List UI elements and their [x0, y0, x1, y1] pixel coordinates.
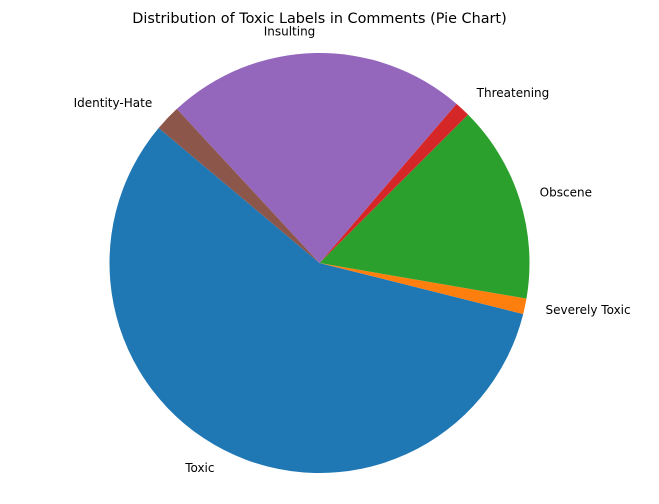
pie-slices — [109, 52, 530, 474]
chart-title: Distribution of Toxic Labels in Comments… — [132, 11, 506, 27]
slice-label-obscene: Obscene — [540, 186, 592, 200]
pie-slice-identity-hate — [158, 108, 320, 264]
pie-slice-toxic — [109, 128, 524, 474]
pie-slice-threatening — [319, 103, 469, 263]
slice-label-identity-hate: Identity-Hate — [74, 96, 153, 110]
slice-label-threatening: Threatening — [476, 86, 550, 100]
pie-labels: Toxic Severely Toxic Obscene Threatening Ins… — [74, 25, 631, 476]
slice-label-insulting: Insulting — [264, 25, 316, 39]
pie-slice-insulting — [176, 52, 457, 264]
pie-slice-obscene — [319, 114, 530, 299]
pie-slice-severely-toxic — [319, 263, 527, 315]
slice-label-toxic: Toxic — [184, 461, 214, 475]
slice-label-severely-toxic: Severely Toxic — [546, 303, 631, 317]
